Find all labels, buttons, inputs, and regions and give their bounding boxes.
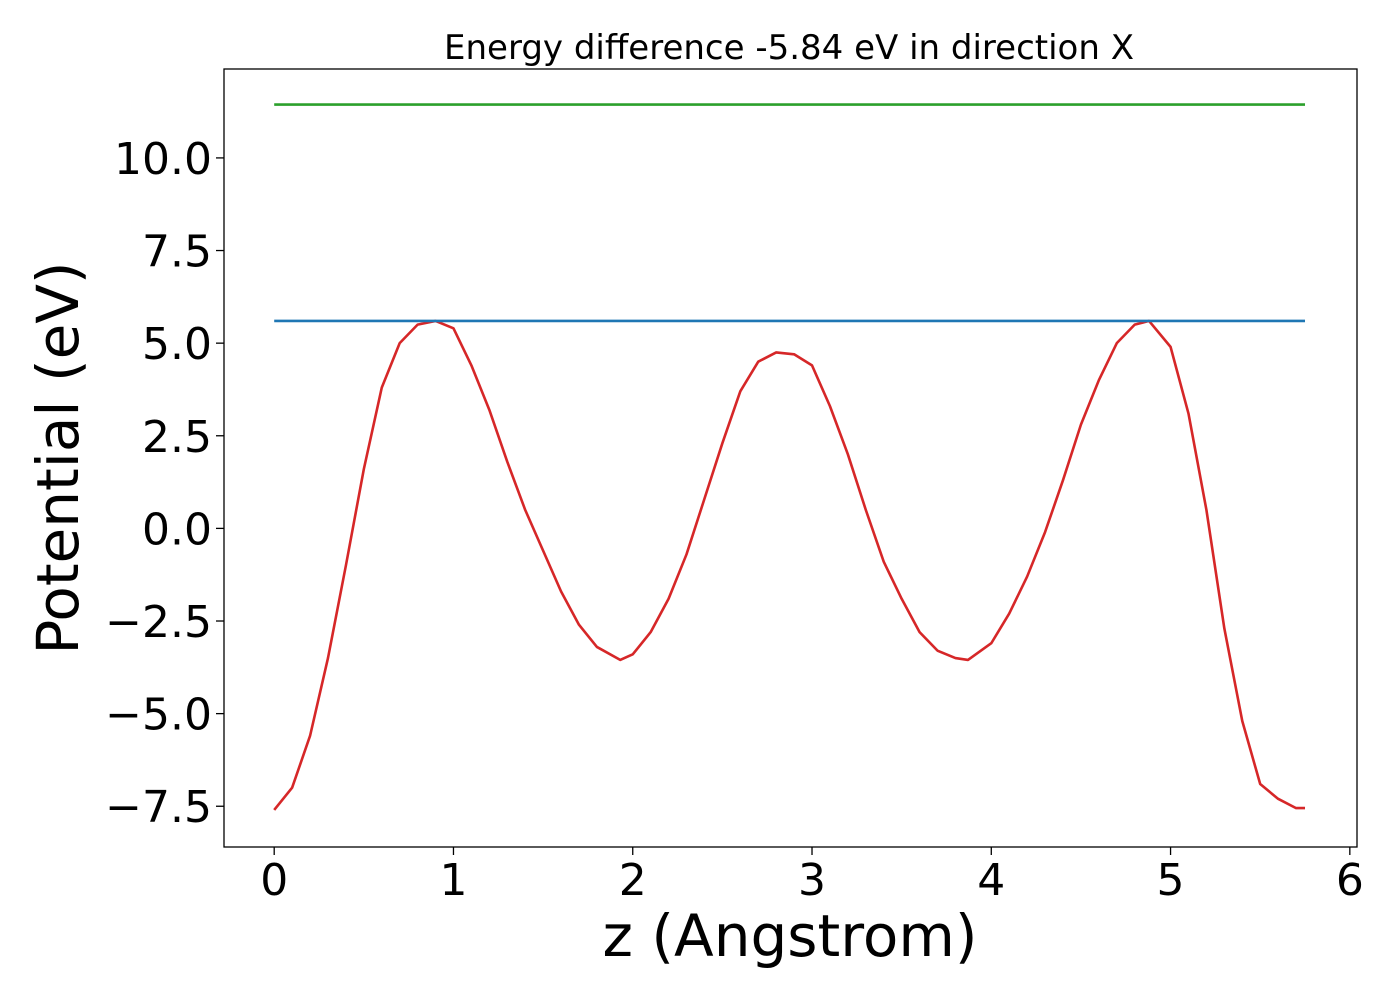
x-axis-label: z (Angstrom)	[603, 902, 978, 970]
series-layer	[273, 103, 1306, 811]
x-tick-label: 4	[977, 855, 1005, 906]
y-tick-label: −5.0	[105, 690, 212, 741]
y-tick-label: −2.5	[105, 597, 212, 648]
plot-area	[224, 69, 1357, 847]
x-tick-label: 1	[439, 855, 467, 906]
plot-frame	[223, 68, 1358, 848]
x-tick-label: 3	[798, 855, 826, 906]
y-axis-label: Potential (eV)	[24, 261, 92, 654]
series-line-potential-curve	[273, 319, 1306, 811]
x-tick-label: 0	[260, 855, 288, 906]
x-tick-label: 2	[619, 855, 647, 906]
x-tick-label: 6	[1336, 855, 1364, 906]
y-tick-label: −7.5	[105, 782, 212, 833]
y-tick-label: 2.5	[142, 412, 212, 463]
x-axis-ticks: 0 1 2 3 4 5 6	[260, 847, 1364, 906]
y-tick-label: 10.0	[114, 134, 212, 185]
y-tick-label: 0.0	[142, 504, 212, 555]
y-tick-label: 7.5	[142, 227, 212, 278]
y-tick-label: 5.0	[142, 319, 212, 370]
y-axis-ticks: −7.5 −5.0 −2.5 0.0 2.5 5.0 7.5 10.0	[105, 134, 224, 833]
x-tick-label: 5	[1157, 855, 1185, 906]
chart-title: Energy difference -5.84 eV in direction …	[444, 28, 1134, 68]
